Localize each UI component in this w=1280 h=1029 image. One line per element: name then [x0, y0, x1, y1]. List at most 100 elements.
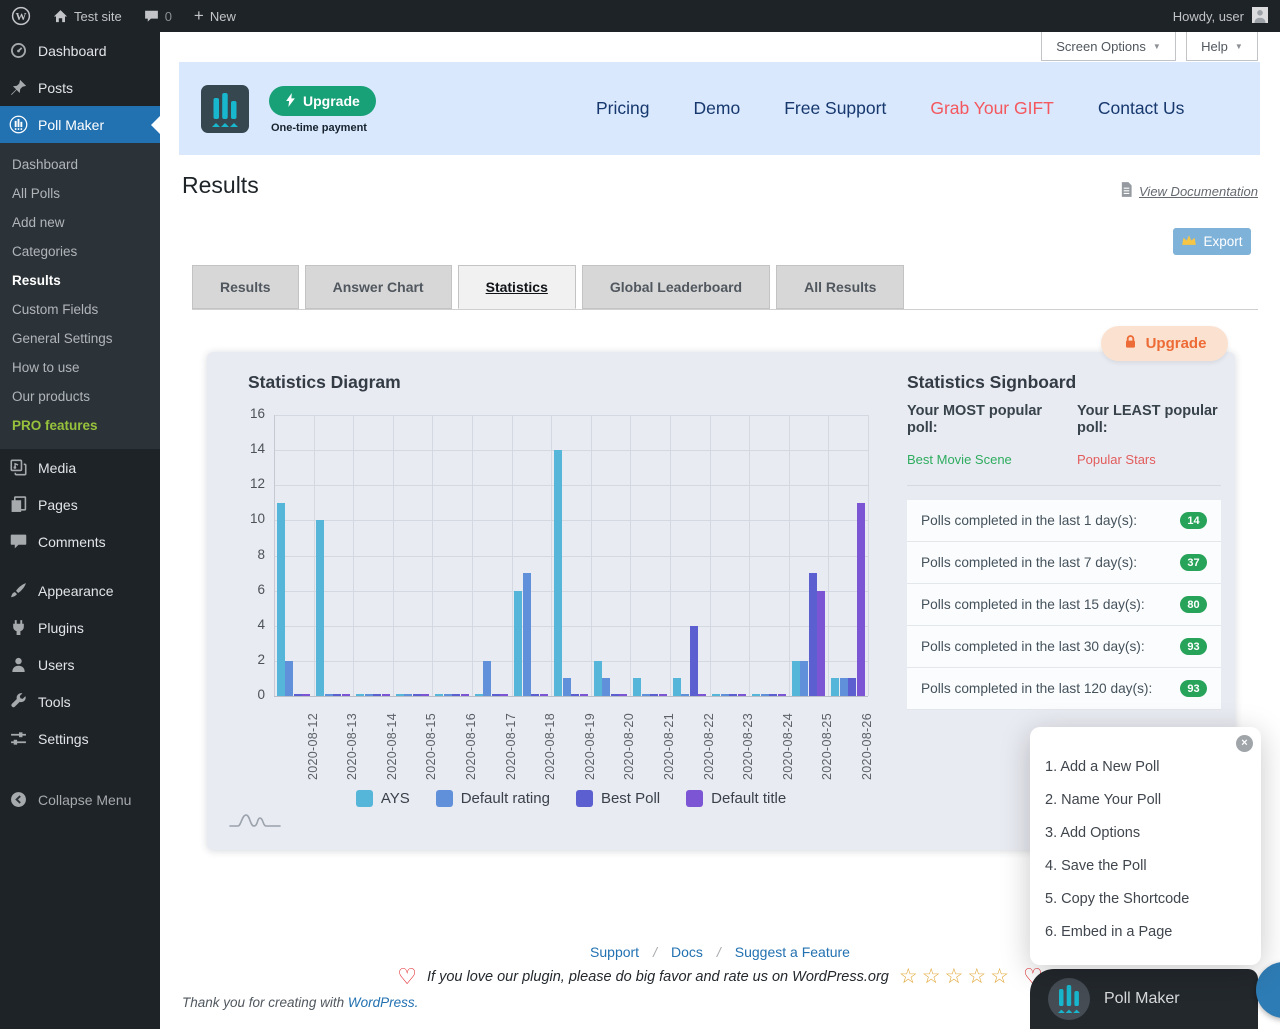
submenu-item-custom-fields[interactable]: Custom Fields [12, 302, 99, 317]
statistics-bar-chart [274, 415, 869, 697]
x-tick-label: 2020-08-15 [424, 713, 439, 780]
poll-maker-logo [201, 85, 249, 133]
poll-maker-chat-widget[interactable]: Poll Maker [1030, 969, 1258, 1029]
sidebar-item-settings[interactable]: Settings [0, 720, 160, 757]
submenu-item-categories[interactable]: Categories [12, 244, 78, 259]
sidebar-item-appearance[interactable]: Appearance [0, 572, 160, 609]
bar-ays-2020-08-19 [554, 450, 562, 696]
banner-upgrade-button[interactable]: Upgrade [269, 86, 376, 116]
bar-best-poll-2020-08-14 [373, 694, 381, 696]
bar-best-poll-2020-08-23 [729, 694, 738, 696]
bar-default-rating-2020-08-25 [800, 660, 809, 696]
bar-ays-2020-08-21 [633, 678, 642, 696]
sidebar-item-label: Posts [38, 79, 74, 96]
x-tick-label: 2020-08-14 [384, 713, 399, 780]
footer-link-support[interactable]: Support [590, 944, 640, 960]
gridline [274, 555, 868, 557]
submenu-item-results[interactable]: Results [12, 273, 61, 288]
export-button[interactable]: Export [1173, 228, 1251, 255]
tab-results[interactable]: Results [192, 265, 299, 309]
star-icon[interactable]: ☆ [944, 965, 968, 988]
close-icon[interactable]: × [1236, 735, 1253, 752]
bar-best-poll-2020-08-26 [848, 678, 857, 696]
collapse-icon [9, 790, 28, 809]
tab-statistics[interactable]: Statistics [457, 265, 576, 309]
x-tick-label: 2020-08-17 [503, 713, 518, 780]
sidebar-item-comments[interactable]: Comments [0, 523, 160, 560]
sidebar-item-posts[interactable]: Posts [0, 69, 160, 106]
pages-icon [9, 495, 28, 514]
x-tick-label: 2020-08-20 [622, 713, 637, 780]
gridline [670, 415, 671, 696]
submenu-item-add-new[interactable]: Add new [12, 215, 65, 230]
upgrade-pill-button[interactable]: Upgrade [1101, 326, 1228, 361]
help-label: Help [1201, 38, 1228, 54]
tab-all-results[interactable]: All Results [776, 265, 905, 309]
admin-bar-new-link[interactable]: + New [183, 0, 247, 32]
admin-bar-site-link[interactable]: Test site [42, 0, 133, 32]
banner-link-grab-your-gift[interactable]: Grab Your GIFT [930, 98, 1054, 118]
appearance-icon [9, 581, 28, 600]
sidebar-item-users[interactable]: Users [0, 646, 160, 683]
pin-icon [9, 78, 28, 97]
content-area: Screen Options ▼ Help ▼ Upgrade One-time… [160, 32, 1280, 1029]
least-popular-label: Your LEAST popular poll: [1077, 403, 1218, 436]
star-icon[interactable]: ☆ [967, 965, 991, 988]
banner-link-demo[interactable]: Demo [693, 98, 741, 118]
sidebar-item-tools[interactable]: Tools [0, 683, 160, 720]
star-icon[interactable]: ☆ [990, 965, 1013, 988]
star-icon[interactable]: ☆ [898, 965, 922, 988]
heart-icon: ♡ [397, 964, 417, 989]
sidebar-item-plugins[interactable]: Plugins [0, 609, 160, 646]
bar-default-rating-2020-08-21 [641, 694, 650, 696]
bar-default-rating-2020-08-19 [562, 678, 571, 696]
footer-separator: / [653, 944, 657, 960]
bar-default-rating-2020-08-12 [285, 660, 294, 696]
bar-default-title-2020-08-16 [460, 694, 469, 696]
sidebar-item-media[interactable]: Media [0, 449, 160, 486]
wordpress-logo-icon[interactable]: W [0, 0, 42, 32]
banner-link-free-support[interactable]: Free Support [784, 98, 887, 118]
chart-title: Statistics Diagram [248, 372, 401, 392]
bar-default-title-2020-08-26 [856, 502, 865, 696]
help-button[interactable]: Help ▼ [1186, 32, 1258, 61]
footer-link-suggest-a-feature[interactable]: Suggest a Feature [734, 944, 850, 960]
submenu-item-dashboard[interactable]: Dashboard [12, 157, 79, 172]
x-tick-label: 2020-08-13 [345, 713, 360, 780]
admin-bar-account[interactable]: Howdy, user [1173, 6, 1280, 26]
sidebar-item-collapse-menu[interactable]: Collapse Menu [0, 781, 160, 818]
star-icon[interactable]: ☆ [921, 965, 945, 988]
wordpress-link[interactable]: WordPress. [347, 995, 419, 1010]
svg-text:W: W [16, 11, 27, 23]
tab-global-leaderboard[interactable]: Global Leaderboard [581, 265, 771, 309]
y-tick-label: 16 [249, 406, 265, 421]
admin-sidebar: Dashboard Posts Poll Maker Dashboard All Pol… [0, 32, 160, 1029]
plugin-banner: Upgrade One-time payment Pricing Demo Free… [179, 62, 1260, 155]
banner-link-pricing[interactable]: Pricing [596, 98, 650, 118]
submenu-item-all-polls[interactable]: All Polls [12, 186, 61, 201]
bar-default-rating-2020-08-15 [404, 694, 413, 696]
bar-default-title-2020-08-12 [302, 694, 311, 696]
bar-default-title-2020-08-25 [817, 590, 826, 696]
screen-options-button[interactable]: Screen Options ▼ [1041, 32, 1176, 61]
avatar [1252, 6, 1268, 26]
banner-link-contact-us[interactable]: Contact Us [1097, 98, 1185, 118]
admin-bar-comments-link[interactable]: 0 [133, 0, 183, 32]
x-tick-label: 2020-08-18 [543, 713, 558, 780]
submenu-item-how-to-use[interactable]: How to use [12, 360, 80, 375]
view-documentation-link[interactable]: View Documentation [1120, 182, 1258, 200]
count-badge: 37 [1180, 554, 1207, 572]
most-popular-label: Your MOST popular poll: [907, 403, 1043, 436]
sidebar-item-dashboard[interactable]: Dashboard [0, 32, 160, 69]
sidebar-item-poll-maker[interactable]: Poll Maker [0, 106, 160, 143]
footer-link-docs[interactable]: Docs [670, 944, 703, 960]
banner-upgrade-label: Upgrade [303, 93, 360, 109]
submenu-item-our-products[interactable]: Our products [12, 389, 91, 404]
gridline [274, 415, 275, 696]
submenu-item-pro-features[interactable]: PRO features [12, 418, 98, 433]
sidebar-item-pages[interactable]: Pages [0, 486, 160, 523]
tab-answer-chart[interactable]: Answer Chart [304, 265, 452, 309]
rating-stars[interactable]: ☆☆☆☆☆ [899, 966, 1013, 988]
submenu-item-general-settings[interactable]: General Settings [12, 331, 113, 346]
legend-swatch [355, 790, 373, 807]
